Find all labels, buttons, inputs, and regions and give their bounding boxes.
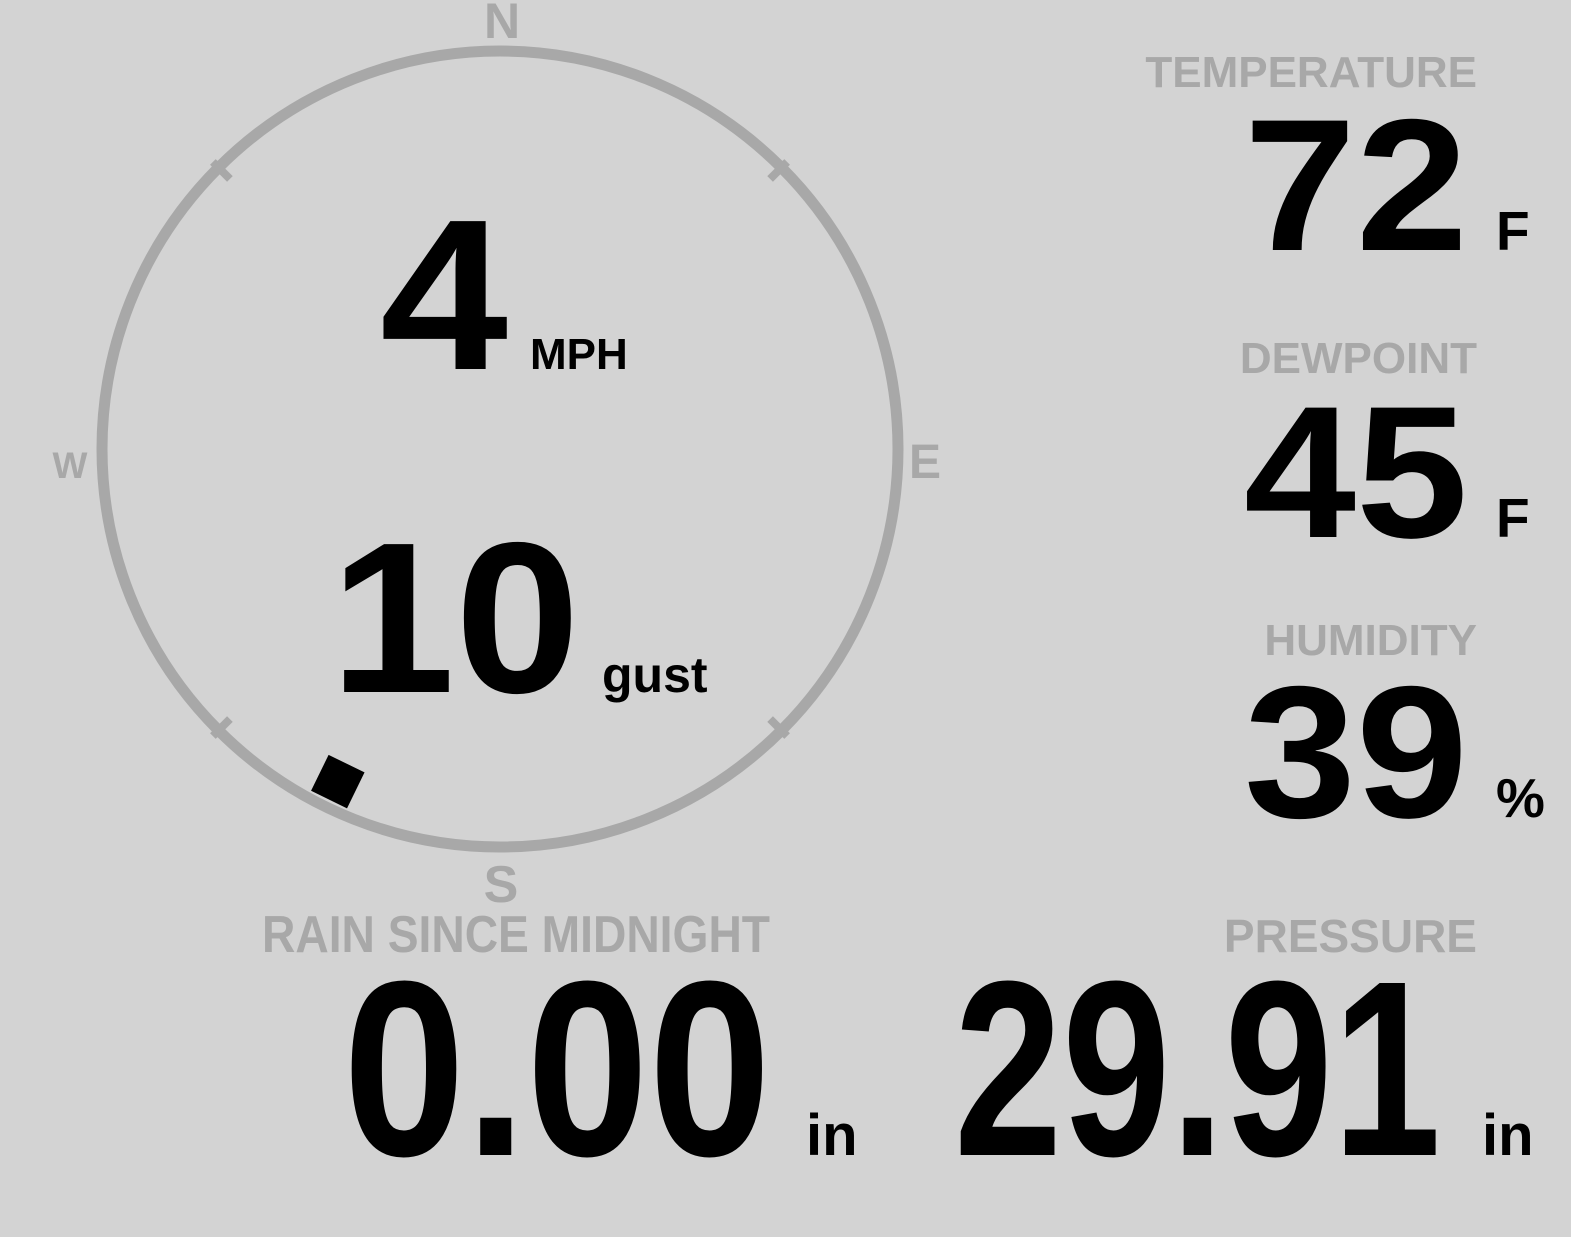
compass-ring — [96, 45, 904, 853]
humidity-unit: % — [1496, 767, 1545, 829]
pressure-unit: in — [1482, 1103, 1534, 1168]
wind-speed-unit: MPH — [530, 330, 628, 379]
wind-gust-value: 10 — [330, 497, 580, 738]
temperature-value: 72 — [1244, 80, 1468, 290]
temperature-label: TEMPERATURE — [1145, 48, 1477, 97]
wind-gust-label: gust — [602, 647, 708, 703]
rain-label: RAIN SINCE MIDNIGHT — [262, 906, 770, 964]
wind-direction-marker — [311, 754, 365, 809]
rain-section: RAIN SINCE MIDNIGHT 0.00 in — [262, 906, 858, 1208]
temperature-section: TEMPERATURE 72 F — [1145, 48, 1529, 290]
pressure-section: PRESSURE 29.91 in — [954, 910, 1534, 1208]
wind-compass: N E S W 4 MPH 10 gust — [53, 0, 941, 914]
dewpoint-unit: F — [1496, 487, 1530, 549]
rain-unit: in — [806, 1103, 858, 1168]
compass-tick-nw — [210, 159, 233, 182]
temperature-unit: F — [1496, 200, 1530, 262]
pressure-value: 29.91 — [954, 929, 1441, 1208]
dewpoint-section: DEWPOINT 45 F — [1240, 334, 1530, 577]
compass-tick-se — [767, 716, 790, 739]
cardinal-south-label: S — [484, 856, 519, 914]
humidity-value: 39 — [1244, 647, 1468, 857]
rain-value: 0.00 — [343, 929, 771, 1208]
compass-tick-ne — [767, 159, 790, 182]
cardinal-west-label: W — [53, 445, 88, 486]
cardinal-north-label: N — [484, 0, 520, 49]
humidity-section: HUMIDITY 39 % — [1244, 616, 1545, 857]
cardinal-east-label: E — [909, 436, 941, 489]
dewpoint-value: 45 — [1244, 367, 1468, 577]
dewpoint-label: DEWPOINT — [1240, 334, 1477, 383]
compass-tick-sw — [210, 716, 233, 739]
pressure-label: PRESSURE — [1224, 910, 1477, 962]
humidity-label: HUMIDITY — [1264, 616, 1477, 665]
wind-speed-value: 4 — [380, 174, 508, 415]
